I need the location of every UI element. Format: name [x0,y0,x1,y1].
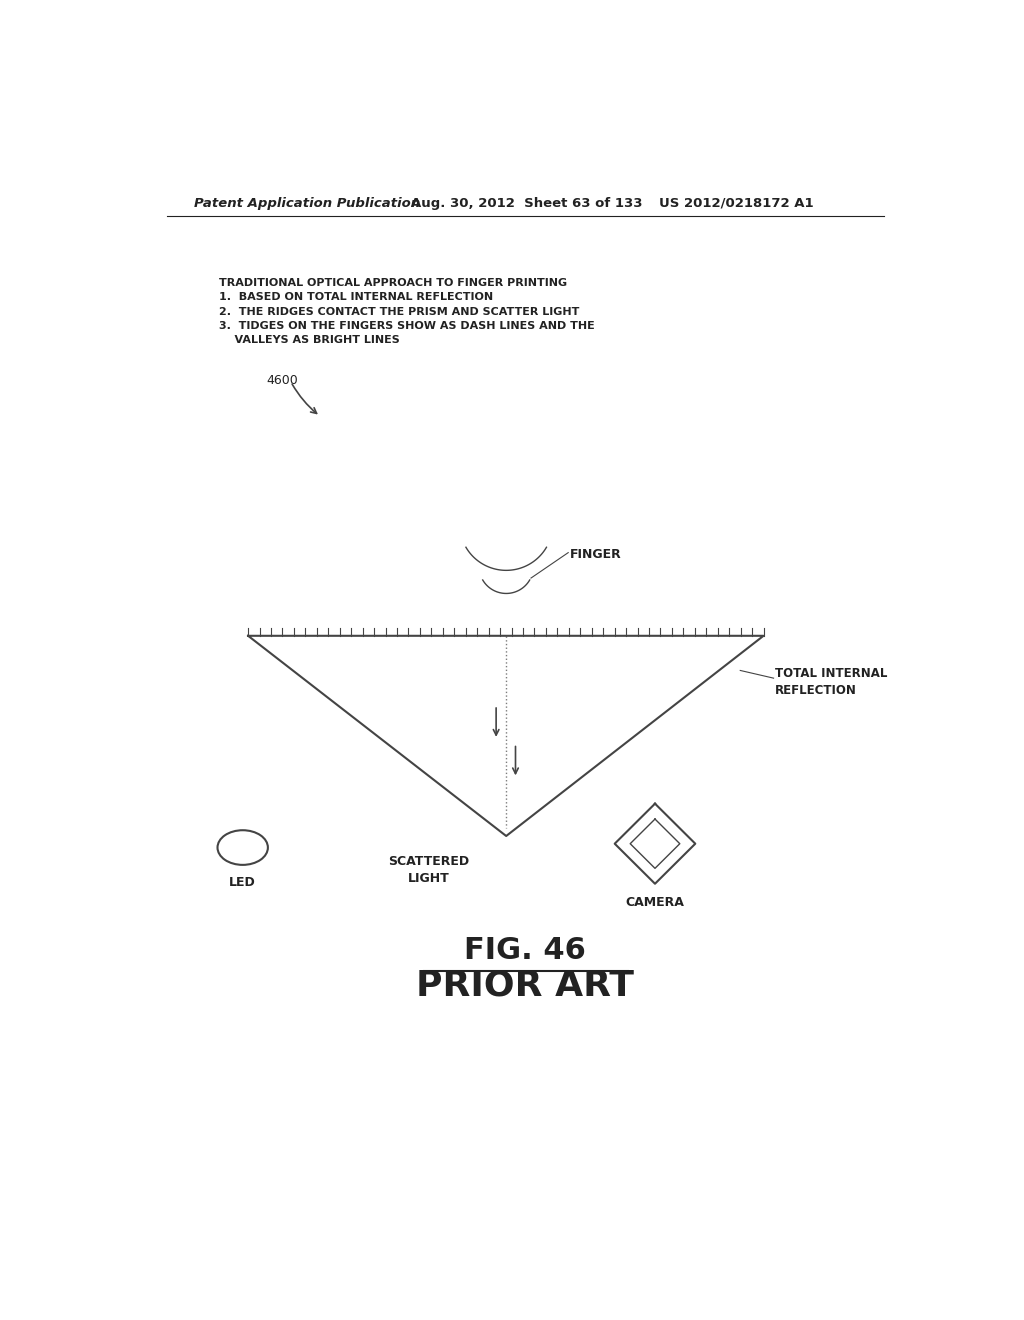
Ellipse shape [217,830,268,865]
Text: 4600: 4600 [266,374,298,387]
Text: TOTAL INTERNAL
REFLECTION: TOTAL INTERNAL REFLECTION [775,667,888,697]
Text: SCATTERED
LIGHT: SCATTERED LIGHT [388,855,469,886]
Text: CAMERA: CAMERA [626,896,684,909]
Text: US 2012/0218172 A1: US 2012/0218172 A1 [658,197,813,210]
Text: PRIOR ART: PRIOR ART [416,969,634,1002]
Text: LED: LED [229,876,256,890]
Text: Patent Application Publication: Patent Application Publication [194,197,420,210]
Text: TRADITIONAL OPTICAL APPROACH TO FINGER PRINTING
1.  BASED ON TOTAL INTERNAL REFL: TRADITIONAL OPTICAL APPROACH TO FINGER P… [219,277,595,346]
Text: Aug. 30, 2012  Sheet 63 of 133: Aug. 30, 2012 Sheet 63 of 133 [411,197,642,210]
Text: FIG. 46: FIG. 46 [464,936,586,965]
Text: FINGER: FINGER [569,548,622,561]
